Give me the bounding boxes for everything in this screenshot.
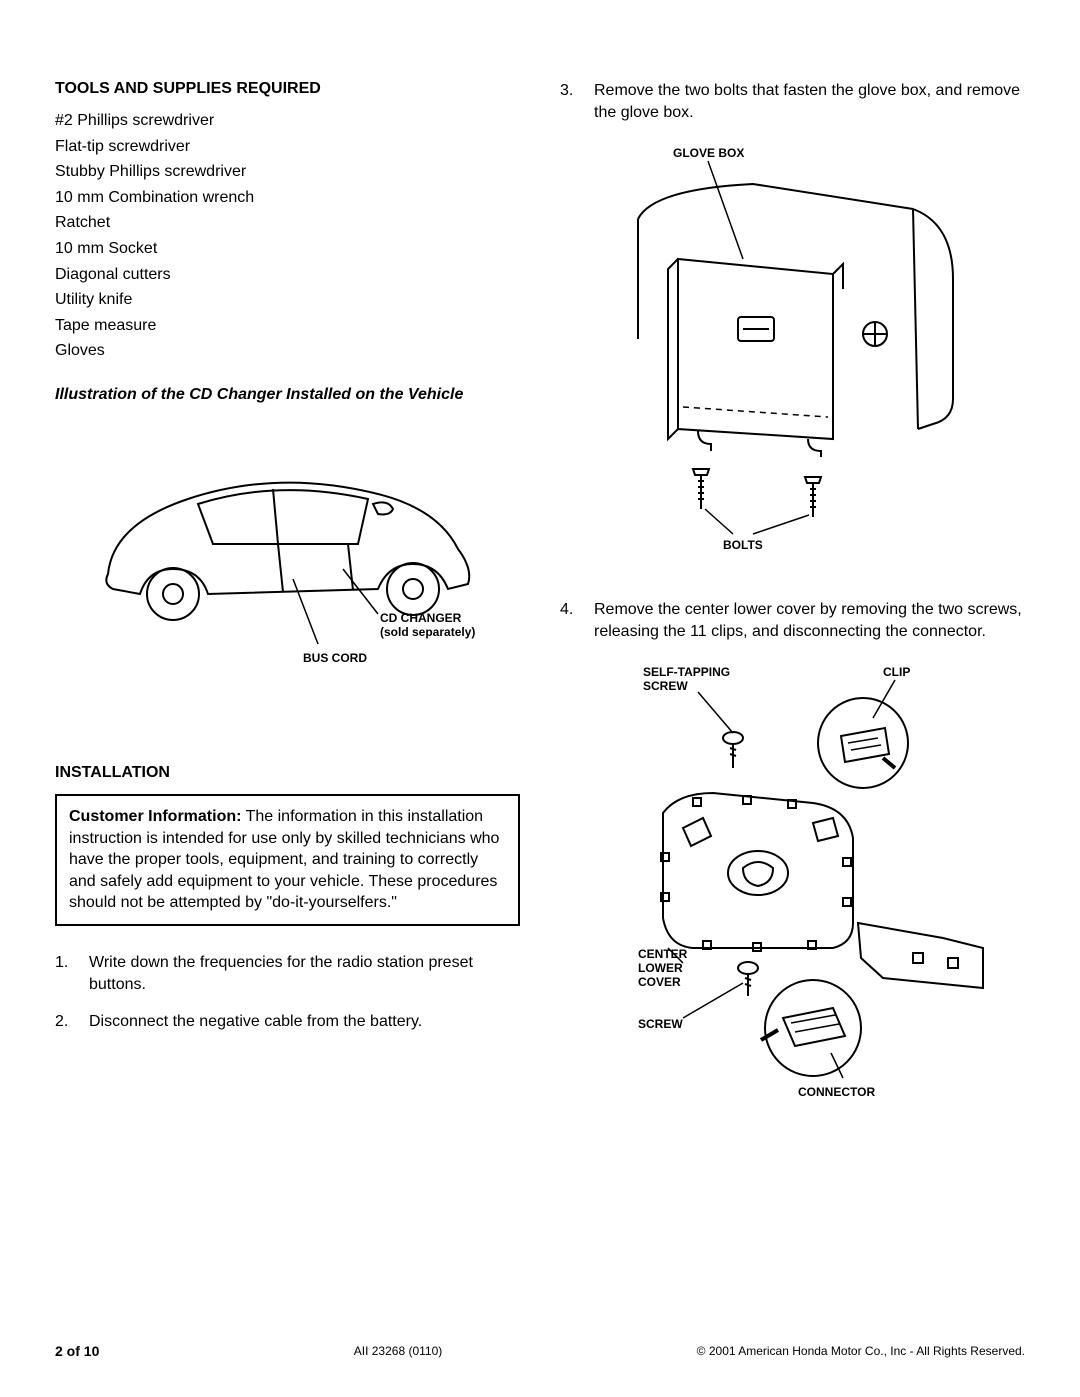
label-screw-top: SCREW — [643, 679, 688, 693]
label-bus-cord: BUS CORD — [303, 651, 367, 665]
tool-item: Ratchet — [55, 210, 520, 236]
glovebox-diagram-icon: GLOVE BOX — [583, 139, 1003, 569]
copyright: © 2001 American Honda Motor Co., Inc - A… — [697, 1344, 1025, 1358]
step-4: 4. Remove the center lower cover by remo… — [560, 599, 1025, 644]
label-center: CENTER — [638, 947, 688, 961]
step-text: Remove the center lower cover by removin… — [594, 599, 1025, 644]
figure-glovebox: GLOVE BOX — [560, 139, 1025, 569]
label-lower: LOWER — [638, 961, 683, 975]
step-text: Remove the two bolts that fasten the glo… — [594, 80, 1025, 125]
label-cd-changer: CD CHANGER — [380, 611, 462, 625]
step-number: 3. — [560, 80, 594, 125]
label-screw-bottom: SCREW — [638, 1017, 683, 1031]
tool-item: 10 mm Socket — [55, 236, 520, 262]
step-1: 1. Write down the frequencies for the ra… — [55, 952, 520, 997]
left-column: TOOLS AND SUPPLIES REQUIRED #2 Phillips … — [55, 80, 520, 1118]
page-number: 2 of 10 — [55, 1343, 99, 1359]
label-cover: COVER — [638, 975, 681, 989]
tool-item: 10 mm Combination wrench — [55, 185, 520, 211]
tools-list: #2 Phillips screwdriver Flat-tip screwdr… — [55, 108, 520, 364]
step-number: 1. — [55, 952, 89, 997]
step-2: 2. Disconnect the negative cable from th… — [55, 1011, 520, 1033]
label-bolts: BOLTS — [723, 538, 763, 552]
tool-item: Diagonal cutters — [55, 262, 520, 288]
footer: 2 of 10 AII 23268 (0110) © 2001 American… — [0, 1343, 1080, 1359]
label-clip: CLIP — [883, 665, 910, 679]
tools-heading: TOOLS AND SUPPLIES REQUIRED — [55, 80, 520, 98]
step-number: 4. — [560, 599, 594, 644]
customer-info-label: Customer Information: — [69, 808, 241, 825]
step-3: 3. Remove the two bolts that fasten the … — [560, 80, 1025, 125]
figure-car: CD CHANGER (sold separately) BUS CORD — [55, 414, 520, 694]
step-number: 2. — [55, 1011, 89, 1033]
doc-id: AII 23268 (0110) — [99, 1344, 696, 1358]
step-text: Disconnect the negative cable from the b… — [89, 1011, 520, 1033]
installation-heading: INSTALLATION — [55, 764, 520, 782]
figure-center-cover: SELF-TAPPING SCREW CLIP — [560, 658, 1025, 1118]
center-cover-diagram-icon: SELF-TAPPING SCREW CLIP — [583, 658, 1003, 1118]
label-self-tapping: SELF-TAPPING — [643, 665, 730, 679]
tool-item: Gloves — [55, 338, 520, 364]
tool-item: Stubby Phillips screwdriver — [55, 159, 520, 185]
tool-item: Tape measure — [55, 313, 520, 339]
tool-item: Flat-tip screwdriver — [55, 134, 520, 160]
illustration-caption: Illustration of the CD Changer Installed… — [55, 386, 520, 404]
label-connector: CONNECTOR — [798, 1085, 875, 1099]
customer-info-box: Customer Information: The information in… — [55, 794, 520, 926]
tool-item: Utility knife — [55, 287, 520, 313]
tool-item: #2 Phillips screwdriver — [55, 108, 520, 134]
label-glove-box: GLOVE BOX — [673, 146, 744, 160]
step-text: Write down the frequencies for the radio… — [89, 952, 520, 997]
car-diagram-icon: CD CHANGER (sold separately) BUS CORD — [78, 414, 498, 694]
label-cd-changer-note: (sold separately) — [380, 625, 475, 639]
right-column: 3. Remove the two bolts that fasten the … — [560, 80, 1025, 1118]
